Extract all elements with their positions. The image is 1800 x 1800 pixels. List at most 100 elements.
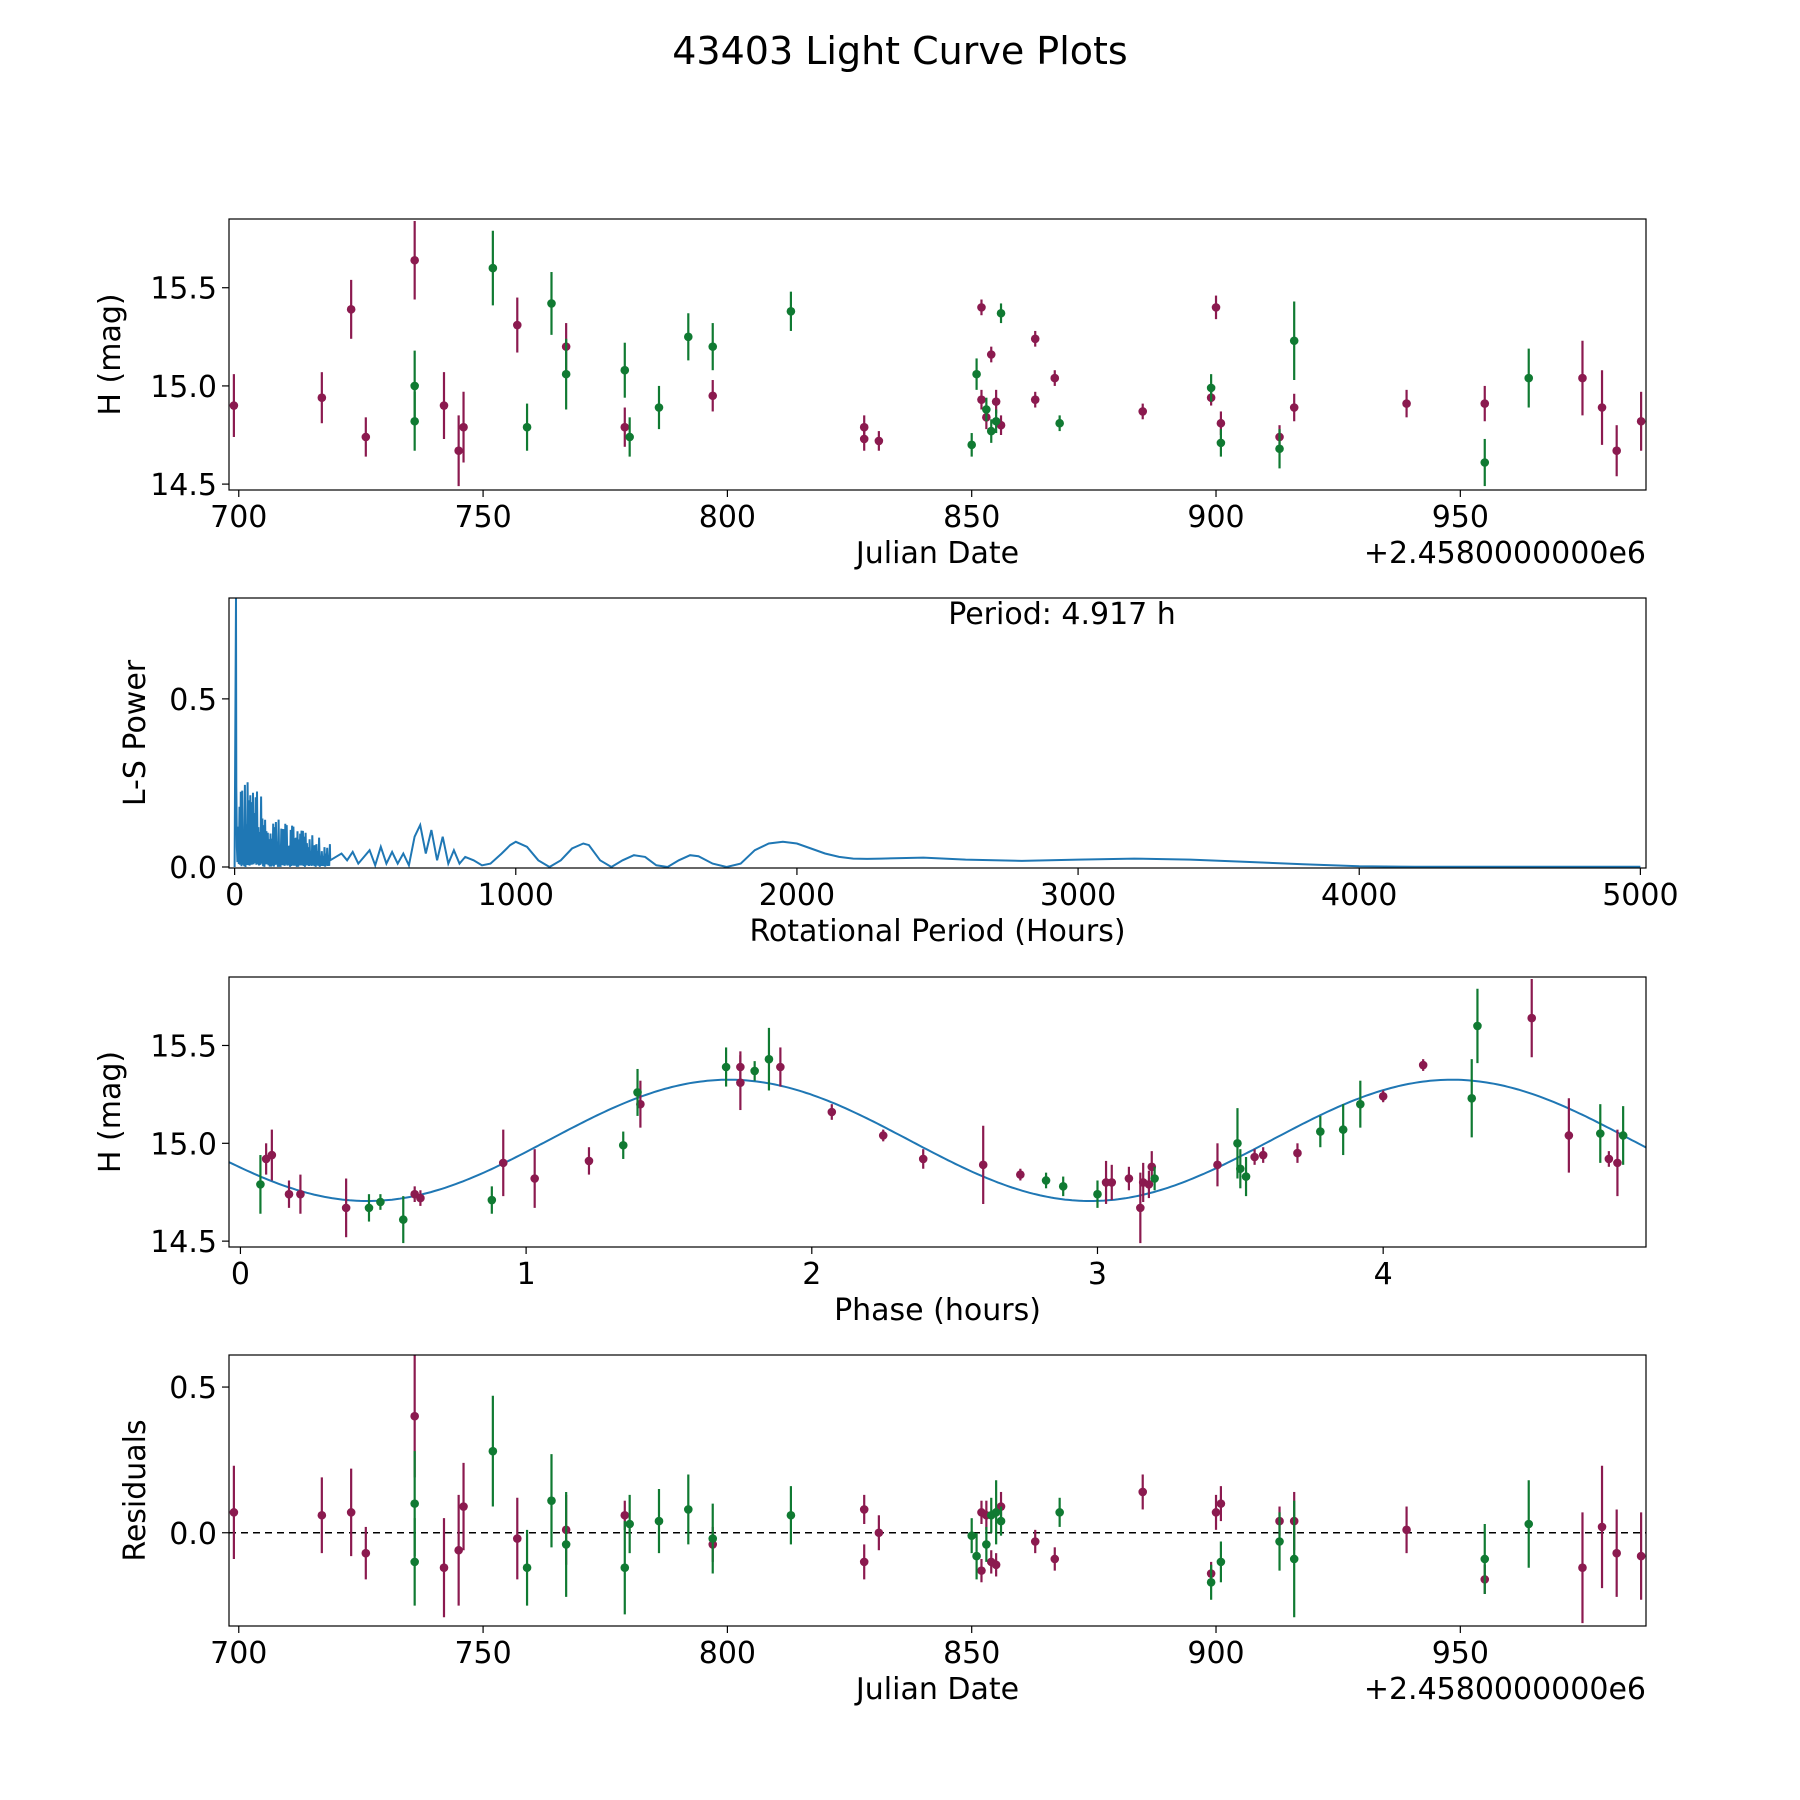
- data-point: [654, 1516, 664, 1526]
- x-tick-label: 700: [210, 500, 267, 535]
- period-annotation: Period: 4.917 h: [948, 597, 1176, 632]
- data-point: [1289, 403, 1299, 412]
- data-point: [625, 432, 634, 442]
- data-point: [721, 1062, 731, 1072]
- axes-frame: [228, 976, 1647, 1248]
- data-point: [633, 1088, 642, 1097]
- x-tick-label: 5000: [1602, 878, 1678, 913]
- data-point: [786, 306, 796, 316]
- data-point: [1480, 458, 1490, 467]
- data-point: [918, 1154, 928, 1164]
- x-tick-label: 700: [210, 1636, 267, 1671]
- data-point: [1595, 1129, 1605, 1138]
- data-point: [522, 422, 532, 432]
- data-point: [991, 397, 1001, 406]
- data-point: [736, 1078, 745, 1087]
- sinusoid-fit-line: [229, 1078, 1646, 1202]
- data-point: [1241, 1172, 1251, 1181]
- y-tick-label: 15.0: [150, 370, 217, 405]
- data-point: [229, 1508, 239, 1517]
- data-point: [1467, 1094, 1477, 1103]
- data-point: [1030, 1537, 1040, 1546]
- data-point: [439, 401, 449, 410]
- data-point: [986, 426, 996, 436]
- data-point: [1473, 1021, 1482, 1031]
- data-point: [346, 1508, 356, 1517]
- data-point: [361, 1548, 371, 1558]
- data-point: [972, 369, 981, 379]
- data-point: [991, 1508, 1001, 1517]
- data-point: [1564, 1131, 1574, 1140]
- y-tick-label: 15.0: [150, 1127, 217, 1162]
- data-point: [978, 1160, 988, 1170]
- x-tick-label: 4000: [1321, 878, 1397, 913]
- data-point: [786, 1510, 796, 1520]
- data-point: [1418, 1060, 1428, 1070]
- data-point: [1275, 1537, 1284, 1546]
- residuals-panel: 700 750 800 850 900 950 0.0 0.5 Julian Date Resid…: [118, 1354, 1647, 1707]
- x-tick-label: 900: [1187, 1636, 1244, 1671]
- data-point: [398, 1215, 408, 1224]
- data-point: [654, 403, 664, 412]
- data-point: [684, 332, 693, 342]
- y-tick-label: 0.5: [169, 683, 217, 718]
- data-point: [1293, 1148, 1302, 1158]
- data-point: [996, 1516, 1006, 1526]
- data-point: [1480, 399, 1490, 408]
- data-point: [1578, 373, 1587, 383]
- x-tick-label: 750: [454, 1636, 511, 1671]
- data-point: [878, 1131, 888, 1140]
- data-point: [1058, 1182, 1068, 1191]
- periodogram-line: [233, 598, 1641, 868]
- data-point: [1213, 1160, 1222, 1170]
- x-tick-label: 850: [943, 500, 1000, 535]
- y-tick-label: 0.0: [169, 851, 217, 886]
- axes-frame: [228, 597, 1647, 869]
- data-point: [996, 308, 1006, 318]
- data-point: [1107, 1178, 1117, 1187]
- y-axis-label: H (mag): [93, 293, 128, 415]
- data-point: [364, 1203, 374, 1213]
- plot-area: [233, 598, 1641, 868]
- data-point: [1316, 1127, 1325, 1136]
- data-point: [708, 391, 718, 401]
- data-point: [346, 305, 356, 314]
- x-tick-label: 950: [1432, 1636, 1489, 1671]
- data-point: [1030, 334, 1040, 344]
- data-point: [620, 365, 630, 375]
- data-point: [341, 1203, 351, 1213]
- y-tick-label: 14.5: [150, 1225, 217, 1260]
- data-point: [982, 405, 991, 414]
- data-point: [1206, 1577, 1216, 1587]
- data-point: [1613, 1158, 1622, 1168]
- data-point: [1050, 1554, 1060, 1564]
- x-tick-label: 0: [225, 878, 244, 913]
- data-point: [986, 350, 996, 359]
- data-point: [1275, 444, 1284, 454]
- data-point: [967, 1531, 977, 1540]
- data-point: [512, 1534, 522, 1543]
- axes-frame: [228, 218, 1647, 491]
- y-tick-label: 15.5: [150, 1029, 217, 1064]
- data-point: [454, 1545, 463, 1555]
- y-axis-label: L-S Power: [118, 659, 153, 806]
- data-point: [1216, 438, 1226, 448]
- plot-area: [229, 978, 1646, 1244]
- data-point: [1233, 1139, 1242, 1148]
- figure-title: 43403 Light Curve Plots: [672, 29, 1127, 73]
- data-point: [547, 1496, 556, 1505]
- data-point: [977, 303, 986, 312]
- data-point: [859, 422, 869, 432]
- x-tick-label: 1: [517, 1257, 536, 1292]
- data-point: [229, 401, 239, 410]
- data-point: [361, 432, 371, 442]
- data-point: [256, 1180, 265, 1189]
- data-point: [459, 1502, 468, 1511]
- data-point: [1041, 1176, 1051, 1185]
- axes-frame: [228, 1354, 1647, 1627]
- x-tick-label: 2000: [759, 878, 835, 913]
- data-point: [439, 1563, 449, 1573]
- data-point: [1236, 1164, 1245, 1174]
- x-tick-label: 800: [699, 1636, 756, 1671]
